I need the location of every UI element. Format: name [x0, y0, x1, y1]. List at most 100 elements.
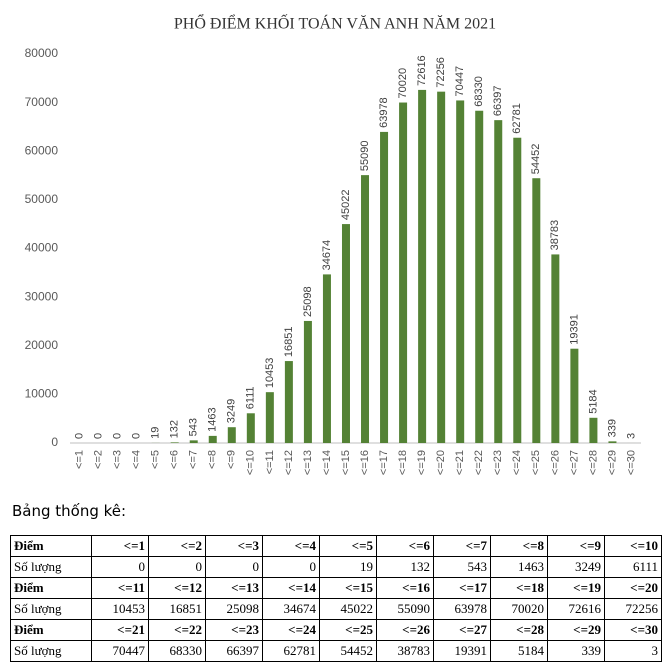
x-tick-label: <=5 — [150, 450, 162, 469]
table-row: Số lượng 70447 68330 66397 62781 54452 38783 19… — [10, 640, 662, 662]
data-label: 543 — [188, 418, 200, 436]
table-cell: <=6 — [376, 535, 434, 557]
table-cell: <=23 — [205, 619, 263, 641]
y-tick-label: 30000 — [25, 289, 59, 303]
table-cell: Số lượng — [10, 598, 92, 620]
x-tick-label: <=4 — [131, 450, 143, 469]
table-cell: <=13 — [205, 577, 263, 599]
bar — [437, 91, 446, 443]
table-cell: <=17 — [433, 577, 491, 599]
x-tick-label: <=14 — [321, 450, 333, 475]
table-row: Số lượng 0 0 0 0 19 132 543 1463 3249 6111 — [10, 556, 662, 578]
x-tick-label: <=21 — [454, 450, 466, 475]
table-cell: 0 — [91, 556, 149, 578]
x-tick-label: <=20 — [435, 450, 447, 475]
x-tick-label: <=10 — [245, 450, 257, 475]
table-row: Điểm <=1 <=2 <=3 <=4 <=5 <=6 <=7 <=8 <=9 <=10 — [10, 535, 662, 557]
y-tick-label: 10000 — [25, 387, 59, 401]
x-tick-label: <=26 — [549, 450, 561, 475]
data-label: 63978 — [378, 97, 390, 128]
table-cell: <=22 — [148, 619, 206, 641]
y-tick-label: 0 — [51, 435, 58, 449]
table-row: Điểm <=21 <=22 <=23 <=24 <=25 <=26 <=27 <=28 <=29… — [10, 619, 662, 641]
x-tick-label: <=11 — [264, 450, 276, 474]
bar — [456, 100, 465, 443]
table-cell: Điểm — [10, 619, 92, 641]
y-tick-label: 70000 — [25, 95, 59, 109]
table-cell: 70020 — [490, 598, 548, 620]
table-cell: 63978 — [433, 598, 491, 620]
x-tick-label: <=18 — [397, 450, 409, 475]
bar — [418, 89, 427, 444]
table-cell: <=25 — [319, 619, 377, 641]
table-row: Số lượng 10453 16851 25098 34674 45022 55090 63… — [10, 598, 662, 620]
bar — [532, 178, 541, 443]
data-label: 70447 — [454, 66, 466, 97]
data-label: 132 — [169, 420, 181, 438]
table-cell: 68330 — [148, 640, 206, 662]
table-cell: <=9 — [547, 535, 605, 557]
y-tick-label: 40000 — [25, 241, 59, 255]
table-cell: 3 — [604, 640, 662, 662]
table-cell: 55090 — [376, 598, 434, 620]
table-cell: <=14 — [262, 577, 320, 599]
data-label: 72256 — [435, 57, 447, 88]
table-cell: 19 — [319, 556, 377, 578]
bar — [170, 442, 179, 443]
bar — [284, 361, 293, 443]
data-label: 62781 — [511, 103, 523, 134]
chart: PHỔ ĐIỂM KHỐI TOÁN VĂN ANH NĂM 2021 0 100… — [25, 13, 641, 475]
y-tick-label: 80000 — [25, 46, 59, 60]
y-tick-label: 60000 — [25, 143, 59, 157]
bar — [399, 102, 408, 444]
table-cell: 6111 — [604, 556, 662, 578]
y-tick-label: 50000 — [25, 192, 59, 206]
data-label: 19 — [150, 427, 162, 439]
table-cell: Số lượng — [10, 640, 92, 662]
table-cell: <=12 — [148, 577, 206, 599]
table-cell: 339 — [547, 640, 605, 662]
table-cell: <=1 — [91, 535, 149, 557]
data-label: 55090 — [359, 141, 371, 172]
data-label: 70020 — [397, 68, 409, 99]
table-cell: 45022 — [319, 598, 377, 620]
chart-title: PHỔ ĐIỂM KHỐI TOÁN VĂN ANH NĂM 2021 — [174, 13, 496, 33]
data-label: 72616 — [416, 55, 428, 86]
x-tick-label: <=24 — [511, 450, 523, 475]
table-cell: <=27 — [433, 619, 491, 641]
y-tick-label: 20000 — [25, 338, 59, 352]
table-cell: 5184 — [490, 640, 548, 662]
bar — [322, 274, 331, 443]
table-cell: 1463 — [490, 556, 548, 578]
x-tick-label: <=25 — [530, 450, 542, 475]
data-label: 34674 — [321, 240, 333, 271]
bar — [246, 413, 255, 443]
data-label: 3 — [625, 433, 637, 439]
table-cell: <=2 — [148, 535, 206, 557]
data-label: 38783 — [549, 220, 561, 251]
bar — [475, 110, 484, 444]
data-label: 0 — [131, 433, 143, 439]
data-label: 54452 — [530, 144, 542, 175]
bar — [208, 435, 217, 443]
table-cell: <=26 — [376, 619, 434, 641]
bar — [265, 392, 274, 443]
table-cell: <=5 — [319, 535, 377, 557]
table-cell: <=3 — [205, 535, 263, 557]
table-cell: 70447 — [91, 640, 149, 662]
data-label: 45022 — [340, 189, 352, 220]
bar — [227, 427, 236, 443]
table-cell: 0 — [148, 556, 206, 578]
table-cell: 0 — [205, 556, 263, 578]
table-cell: 132 — [376, 556, 434, 578]
table-title: Bảng thống kê: — [12, 502, 127, 520]
table-cell: <=19 — [547, 577, 605, 599]
x-tick-label: <=3 — [111, 450, 123, 469]
table-cell: <=21 — [91, 619, 149, 641]
data-label: 0 — [92, 433, 104, 439]
x-tick-label: <=2 — [92, 450, 104, 469]
table-cell: <=4 — [262, 535, 320, 557]
table-cell: 66397 — [205, 640, 263, 662]
stats-table: Điểm <=1 <=2 <=3 <=4 <=5 <=6 <=7 <=8 <=9 <=10 Số lư… — [10, 535, 662, 662]
